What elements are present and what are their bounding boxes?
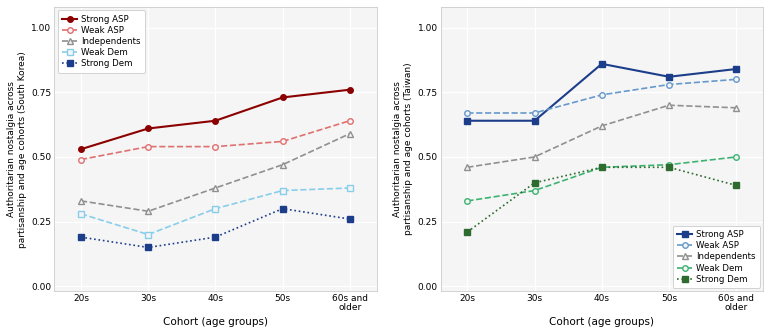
Legend: Strong ASP, Weak ASP, Independents, Weak Dem, Strong Dem: Strong ASP, Weak ASP, Independents, Weak… — [672, 226, 760, 288]
Weak Dem — [278, 189, 287, 193]
X-axis label: Cohort (age groups): Cohort (age groups) — [549, 317, 654, 327]
Weak ASP — [530, 111, 539, 115]
Weak ASP — [732, 77, 741, 81]
Line: Strong Dem: Strong Dem — [464, 165, 739, 235]
Strong Dem — [278, 207, 287, 211]
Weak Dem — [76, 212, 85, 216]
Independents — [598, 124, 607, 128]
Independents — [76, 199, 85, 203]
Strong Dem — [211, 235, 220, 239]
Independents — [530, 155, 539, 159]
Independents — [143, 209, 152, 213]
Line: Independents: Independents — [464, 103, 739, 170]
Line: Strong Dem: Strong Dem — [79, 206, 353, 250]
Weak Dem — [530, 189, 539, 193]
Y-axis label: Authoritarian nostalgia across
partisanship and age cohorts (South Korea): Authoritarian nostalgia across partisans… — [7, 51, 27, 247]
X-axis label: Cohort (age groups): Cohort (age groups) — [163, 317, 268, 327]
Strong Dem — [598, 165, 607, 169]
Line: Strong ASP: Strong ASP — [464, 61, 739, 124]
Strong Dem — [530, 181, 539, 185]
Strong Dem — [76, 235, 85, 239]
Independents — [211, 186, 220, 190]
Strong Dem — [732, 183, 741, 187]
Strong ASP — [278, 96, 287, 100]
Weak Dem — [143, 232, 152, 236]
Strong Dem — [345, 217, 354, 221]
Weak ASP — [211, 145, 220, 149]
Legend: Strong ASP, Weak ASP, Independents, Weak Dem, Strong Dem: Strong ASP, Weak ASP, Independents, Weak… — [58, 10, 145, 72]
Independents — [463, 165, 472, 169]
Strong ASP — [76, 147, 85, 151]
Weak ASP — [278, 139, 287, 143]
Weak ASP — [463, 111, 472, 115]
Weak ASP — [598, 93, 607, 97]
Weak ASP — [143, 145, 152, 149]
Weak Dem — [211, 207, 220, 211]
Line: Weak ASP: Weak ASP — [464, 76, 739, 116]
Line: Weak Dem: Weak Dem — [464, 154, 739, 204]
Strong ASP — [211, 119, 220, 123]
Strong ASP — [143, 127, 152, 131]
Strong ASP — [732, 67, 741, 71]
Weak Dem — [665, 163, 674, 167]
Line: Weak ASP: Weak ASP — [79, 118, 353, 162]
Strong Dem — [665, 165, 674, 169]
Strong Dem — [143, 245, 152, 249]
Independents — [278, 163, 287, 167]
Independents — [345, 132, 354, 136]
Strong ASP — [598, 62, 607, 66]
Strong ASP — [463, 119, 472, 123]
Y-axis label: Authoritarian nostalgia across
partisanship and age cohorts (Taiwan): Authoritarian nostalgia across partisans… — [393, 63, 413, 235]
Strong ASP — [530, 119, 539, 123]
Line: Independents: Independents — [79, 131, 353, 214]
Line: Strong ASP: Strong ASP — [79, 87, 353, 152]
Weak Dem — [598, 165, 607, 169]
Weak Dem — [732, 155, 741, 159]
Weak Dem — [463, 199, 472, 203]
Line: Weak Dem: Weak Dem — [79, 185, 353, 237]
Weak Dem — [345, 186, 354, 190]
Strong ASP — [345, 88, 354, 92]
Independents — [665, 103, 674, 107]
Independents — [732, 106, 741, 110]
Weak ASP — [76, 158, 85, 162]
Strong Dem — [463, 230, 472, 234]
Weak ASP — [665, 82, 674, 87]
Weak ASP — [345, 119, 354, 123]
Strong ASP — [665, 75, 674, 79]
